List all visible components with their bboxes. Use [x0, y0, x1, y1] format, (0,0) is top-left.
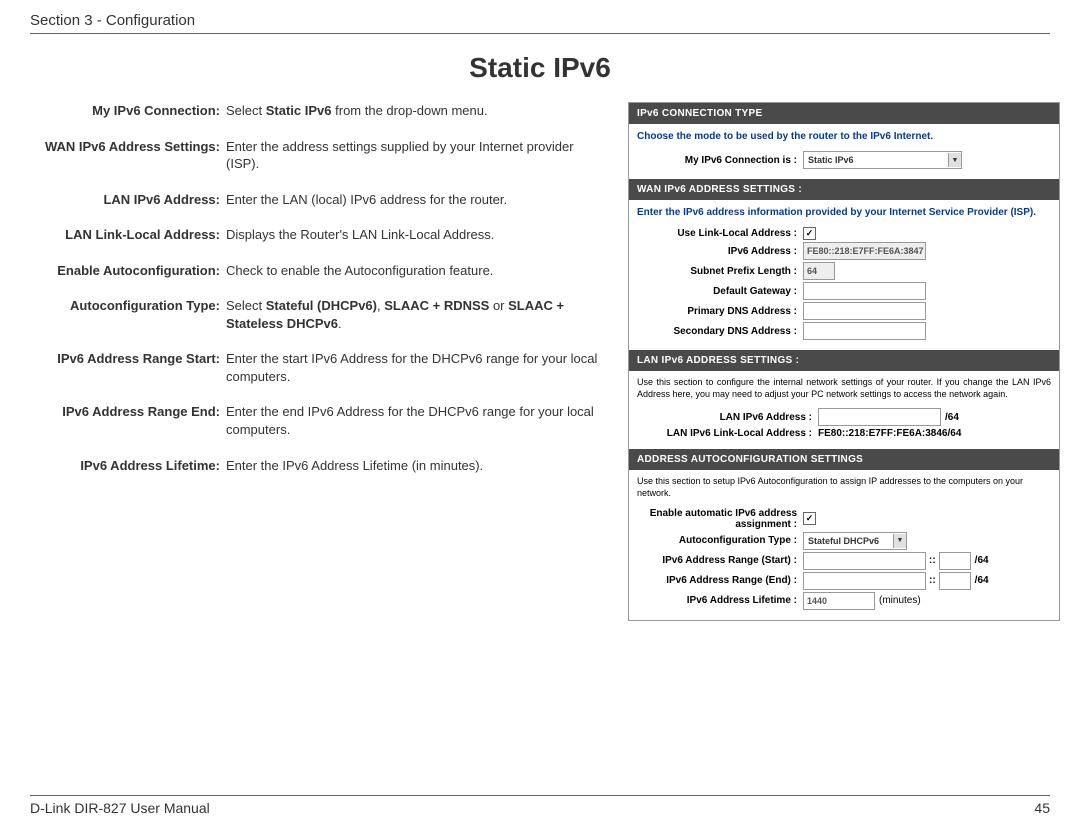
ipv6-addr-label: IPv6 Address : — [637, 246, 803, 257]
panel-header-wan: WAN IPv6 ADDRESS SETTINGS : — [629, 179, 1059, 200]
desc-row: My IPv6 Connection:Select Static IPv6 fr… — [30, 102, 610, 120]
desc-text: Enter the LAN (local) IPv6 address for t… — [224, 191, 610, 209]
range-suffix: /64 — [975, 575, 989, 586]
descriptions-column: My IPv6 Connection:Select Static IPv6 fr… — [30, 102, 610, 621]
panel-instr: Use this section to configure the intern… — [637, 377, 1051, 400]
colon-sep: :: — [929, 555, 936, 566]
desc-text: Displays the Router's LAN Link-Local Add… — [224, 226, 610, 244]
desc-row: Autoconfiguration Type:Select Stateful (… — [30, 297, 610, 332]
pdns-label: Primary DNS Address : — [637, 306, 803, 317]
autoconf-type-select[interactable]: Stateful DHCPv6 ▼ — [803, 532, 907, 550]
range-suffix: /64 — [975, 555, 989, 566]
desc-text: Enter the IPv6 Address Lifetime (in minu… — [224, 457, 610, 475]
my-conn-label: My IPv6 Connection is : — [637, 155, 803, 166]
desc-label: LAN IPv6 Address: — [30, 191, 224, 209]
panel-instr: Use this section to setup IPv6 Autoconfi… — [637, 476, 1051, 499]
use-ll-checkbox[interactable]: ✓ — [803, 227, 816, 240]
desc-text: Select Static IPv6 from the drop-down me… — [224, 102, 610, 120]
gw-input[interactable] — [803, 282, 926, 300]
page-footer: D-Link DIR-827 User Manual 45 — [30, 795, 1050, 816]
ipv6-addr-input[interactable]: FE80::218:E7FF:FE6A:3847 — [803, 242, 926, 260]
desc-label: Autoconfiguration Type: — [30, 297, 224, 332]
range-start-prefix-input[interactable] — [803, 552, 926, 570]
desc-row: IPv6 Address Range Start:Enter the start… — [30, 350, 610, 385]
chevron-down-icon: ▼ — [893, 534, 906, 548]
prefix-input[interactable]: 64 — [803, 262, 835, 280]
desc-row: IPv6 Address Range End:Enter the end IPv… — [30, 403, 610, 438]
footer-left: D-Link DIR-827 User Manual — [30, 800, 210, 816]
lan-ll-value: FE80::218:E7FF:FE6A:3846/64 — [818, 428, 961, 439]
desc-label: IPv6 Address Lifetime: — [30, 457, 224, 475]
panel-header-autoconf: ADDRESS AUTOCONFIGURATION SETTINGS — [629, 449, 1059, 470]
sdns-label: Secondary DNS Address : — [637, 326, 803, 337]
lan-addr-input[interactable] — [818, 408, 941, 426]
desc-label: IPv6 Address Range End: — [30, 403, 224, 438]
desc-row: WAN IPv6 Address Settings:Enter the addr… — [30, 138, 610, 173]
gw-label: Default Gateway : — [637, 286, 803, 297]
panel-instr: Enter the IPv6 address information provi… — [637, 206, 1051, 219]
panel-header-conn-type: IPv6 CONNECTION TYPE — [629, 103, 1059, 124]
enable-auto-checkbox[interactable]: ✓ — [803, 512, 816, 525]
desc-label: LAN Link-Local Address: — [30, 226, 224, 244]
desc-text: Enter the end IPv6 Address for the DHCPv… — [224, 403, 610, 438]
footer-page-number: 45 — [1034, 800, 1050, 816]
router-ui-panel: IPv6 CONNECTION TYPE Choose the mode to … — [628, 102, 1060, 621]
lan-addr-label: LAN IPv6 Address : — [637, 412, 818, 423]
range-end-suffix-input[interactable] — [939, 572, 971, 590]
pdns-input[interactable] — [803, 302, 926, 320]
section-header: Section 3 - Configuration — [30, 12, 1050, 34]
sdns-input[interactable] — [803, 322, 926, 340]
enable-auto-label: Enable automatic IPv6 address assignment… — [637, 508, 803, 530]
desc-row: IPv6 Address Lifetime:Enter the IPv6 Add… — [30, 457, 610, 475]
lan-suffix: /64 — [945, 412, 959, 423]
lifetime-unit: (minutes) — [879, 595, 921, 606]
desc-text: Enter the start IPv6 Address for the DHC… — [224, 350, 610, 385]
desc-row: LAN Link-Local Address:Displays the Rout… — [30, 226, 610, 244]
lifetime-input[interactable]: 1440 — [803, 592, 875, 610]
my-conn-select[interactable]: Static IPv6 ▼ — [803, 151, 962, 169]
desc-row: LAN IPv6 Address:Enter the LAN (local) I… — [30, 191, 610, 209]
desc-label: Enable Autoconfiguration: — [30, 262, 224, 280]
range-end-label: IPv6 Address Range (End) : — [637, 575, 803, 586]
desc-text: Select Stateful (DHCPv6), SLAAC + RDNSS … — [224, 297, 610, 332]
desc-label: IPv6 Address Range Start: — [30, 350, 224, 385]
panel-instr: Choose the mode to be used by the router… — [637, 130, 1051, 143]
range-end-prefix-input[interactable] — [803, 572, 926, 590]
chevron-down-icon: ▼ — [948, 153, 961, 167]
colon-sep: :: — [929, 575, 936, 586]
page-title: Static IPv6 — [30, 52, 1050, 84]
desc-text: Enter the address settings supplied by y… — [224, 138, 610, 173]
range-start-suffix-input[interactable] — [939, 552, 971, 570]
desc-label: My IPv6 Connection: — [30, 102, 224, 120]
autoconf-type-label: Autoconfiguration Type : — [637, 535, 803, 546]
lan-ll-label: LAN IPv6 Link-Local Address : — [637, 428, 818, 439]
desc-row: Enable Autoconfiguration:Check to enable… — [30, 262, 610, 280]
prefix-label: Subnet Prefix Length : — [637, 266, 803, 277]
lifetime-label: IPv6 Address Lifetime : — [637, 595, 803, 606]
desc-label: WAN IPv6 Address Settings: — [30, 138, 224, 173]
panel-header-lan: LAN IPv6 ADDRESS SETTINGS : — [629, 350, 1059, 371]
use-ll-label: Use Link-Local Address : — [637, 228, 803, 239]
range-start-label: IPv6 Address Range (Start) : — [637, 555, 803, 566]
desc-text: Check to enable the Autoconfiguration fe… — [224, 262, 610, 280]
